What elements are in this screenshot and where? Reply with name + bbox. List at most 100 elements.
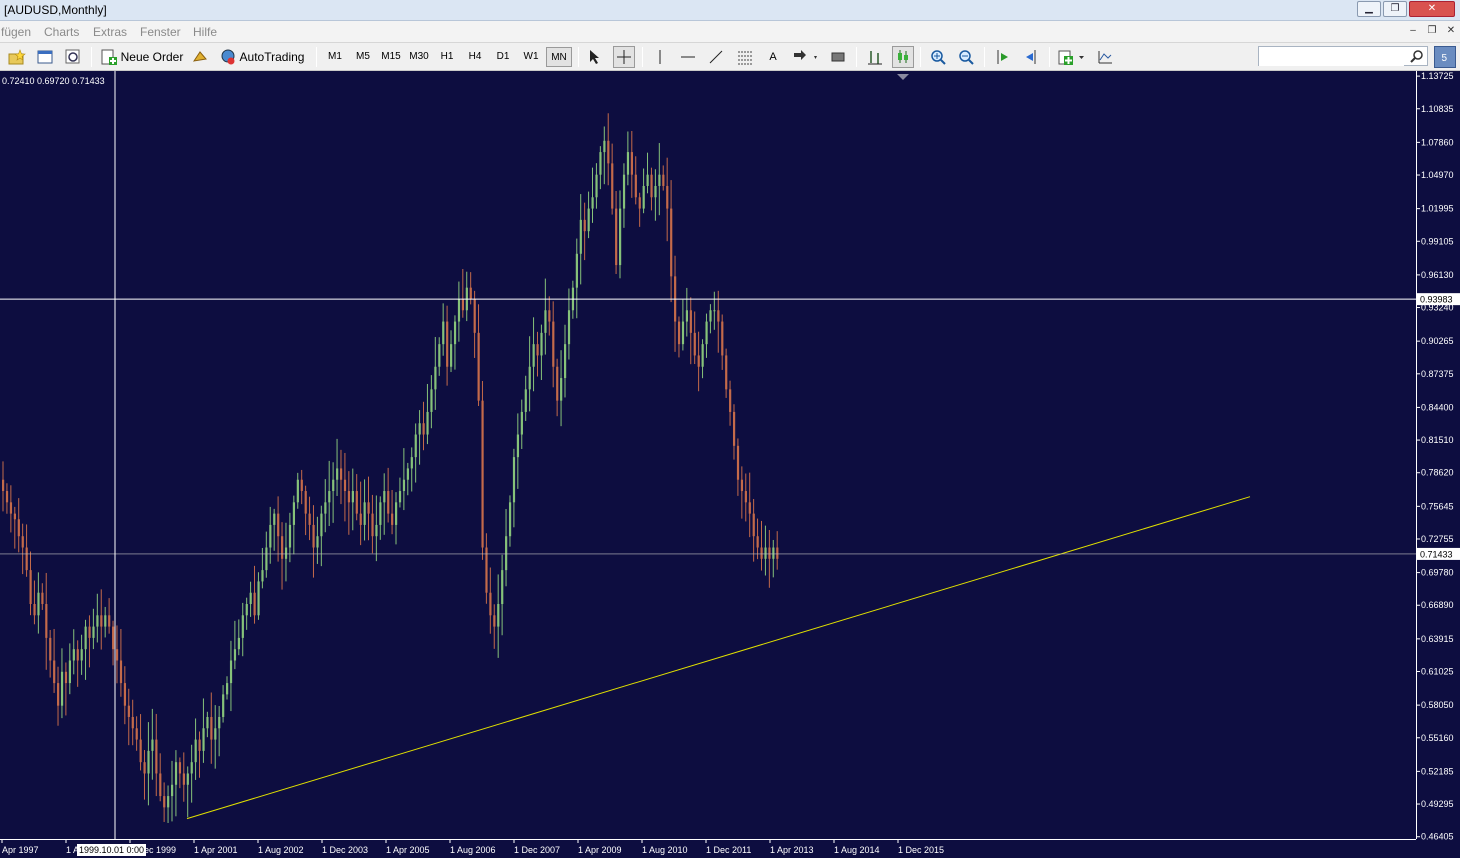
search-icon[interactable] — [1410, 49, 1424, 63]
candle-body — [316, 536, 319, 548]
candle-body — [406, 468, 409, 480]
timeframe-m15[interactable]: M15 — [381, 51, 401, 62]
window-title: [AUDUSD,Monthly] — [4, 3, 107, 17]
price-tick-label: 0.58050 — [1421, 700, 1454, 710]
search-field[interactable] — [1259, 48, 1404, 66]
horizontal-line-tool[interactable] — [678, 46, 698, 68]
channel-tool[interactable] — [734, 46, 756, 68]
crosshair-tool[interactable] — [613, 46, 635, 68]
market-watch-button[interactable] — [34, 46, 56, 68]
candle-body — [398, 491, 402, 503]
menu-item-charts[interactable]: Charts — [44, 25, 80, 39]
time-tick-label: 1 Aug 2010 — [642, 845, 688, 855]
restore-icon: ❐ — [1427, 25, 1437, 36]
favorites-button[interactable] — [6, 46, 28, 68]
candle-body — [556, 366, 559, 401]
candle-body — [540, 332, 543, 356]
timeframe-m1[interactable]: M1 — [328, 51, 342, 62]
candle-body — [666, 185, 669, 209]
menu-item-window[interactable]: Fenster — [140, 25, 181, 39]
candle-body — [611, 163, 614, 209]
timeframe-mn[interactable]: MN — [546, 47, 572, 67]
timeframe-h1[interactable]: H1 — [440, 51, 454, 62]
price-tick-label: 1.07860 — [1421, 137, 1454, 147]
menu-item-extras[interactable]: Extras — [93, 25, 128, 39]
templates-button[interactable] — [1094, 46, 1116, 68]
price-tick-label: 0.87375 — [1421, 369, 1454, 379]
candle-body — [461, 298, 465, 311]
candle-body — [603, 140, 606, 153]
candle-body — [473, 298, 476, 333]
text-tool[interactable]: A — [764, 46, 782, 68]
candle-body — [92, 626, 95, 638]
candle-body — [607, 140, 610, 164]
expert-button[interactable] — [190, 46, 210, 68]
zoom-in-icon — [931, 50, 946, 65]
candle-body — [693, 332, 696, 356]
bar-chart-button[interactable] — [864, 46, 886, 68]
candle-body — [626, 152, 630, 175]
cursor-tool[interactable] — [585, 46, 605, 68]
zoom-out-button[interactable] — [956, 46, 976, 68]
new-order-button[interactable]: Neue Order — [98, 46, 186, 68]
restore-button[interactable]: ❐ — [1383, 1, 1407, 17]
chart-shift-button[interactable] — [1020, 46, 1042, 68]
candle-body — [512, 457, 516, 503]
trendline-icon — [709, 50, 723, 64]
search-input[interactable] — [1258, 46, 1428, 66]
data-window-button[interactable] — [62, 46, 84, 68]
candle-body — [485, 547, 488, 593]
autotrading-button[interactable]: AutoTrading — [216, 46, 308, 68]
candle-body — [324, 502, 327, 514]
candle-body — [453, 321, 457, 345]
candlestick-chart-button[interactable] — [892, 46, 914, 68]
candle-body — [214, 728, 217, 740]
candle-body — [505, 536, 508, 571]
menu-item-insert[interactable]: fügen — [1, 25, 32, 39]
price-tick-label: 0.99105 — [1421, 236, 1454, 246]
autoscroll-button[interactable] — [992, 46, 1014, 68]
candle-body — [560, 378, 563, 401]
timeframe-w1[interactable]: W1 — [523, 51, 539, 62]
candle-body — [697, 355, 700, 367]
vertical-line-tool[interactable] — [650, 46, 670, 68]
trendline-tool[interactable] — [706, 46, 726, 68]
toolbar-separator — [920, 47, 921, 67]
mdi-restore-button[interactable]: ❐ — [1424, 24, 1440, 39]
timeframe-d1[interactable]: D1 — [496, 51, 510, 62]
candle-body — [284, 547, 288, 559]
minimize-icon: – — [1410, 25, 1416, 36]
toolbar-separator — [642, 47, 643, 67]
candle-body — [654, 185, 657, 198]
community-button[interactable]: 5 — [1434, 46, 1456, 68]
timeframe-m30[interactable]: M30 — [409, 51, 429, 62]
chart-shift-icon — [1026, 50, 1036, 64]
timeframe-m5[interactable]: M5 — [356, 51, 370, 62]
candle-body — [713, 310, 716, 312]
mdi-close-button[interactable]: ✕ — [1443, 24, 1459, 39]
candle-body — [64, 671, 68, 684]
timeframe-h4[interactable]: H4 — [468, 51, 482, 62]
candle-body — [685, 310, 689, 322]
price-tick-label: 1.01995 — [1421, 204, 1454, 214]
arrows-dropdown[interactable] — [790, 46, 820, 68]
minimize-button[interactable]: ▁ — [1357, 1, 1381, 17]
candle-body — [760, 547, 763, 559]
candle-body — [736, 445, 740, 480]
candle-body — [662, 174, 665, 186]
indicators-dropdown[interactable] — [1056, 46, 1088, 68]
candle-body — [677, 321, 681, 345]
shapes-tool[interactable] — [828, 46, 848, 68]
close-button[interactable]: ✕ — [1409, 1, 1455, 17]
candle-body — [159, 773, 162, 797]
mdi-minimize-button[interactable]: – — [1405, 24, 1421, 39]
zoom-in-button[interactable] — [928, 46, 948, 68]
trendline — [186, 496, 1251, 820]
candle-body — [245, 604, 248, 616]
chart-area[interactable]: 0.72410 0.69720 0.71433 1.13725 1.10835 1.… — [0, 71, 1460, 858]
price-tick-label: 0.93240 — [1421, 303, 1454, 313]
menu-item-help[interactable]: Hilfe — [193, 25, 218, 39]
price-chart[interactable]: 1.13725 1.10835 1.07860 1.04970 1.01995 0.991… — [0, 71, 1460, 858]
close-icon: ✕ — [1427, 3, 1437, 14]
candle-body — [709, 310, 712, 322]
